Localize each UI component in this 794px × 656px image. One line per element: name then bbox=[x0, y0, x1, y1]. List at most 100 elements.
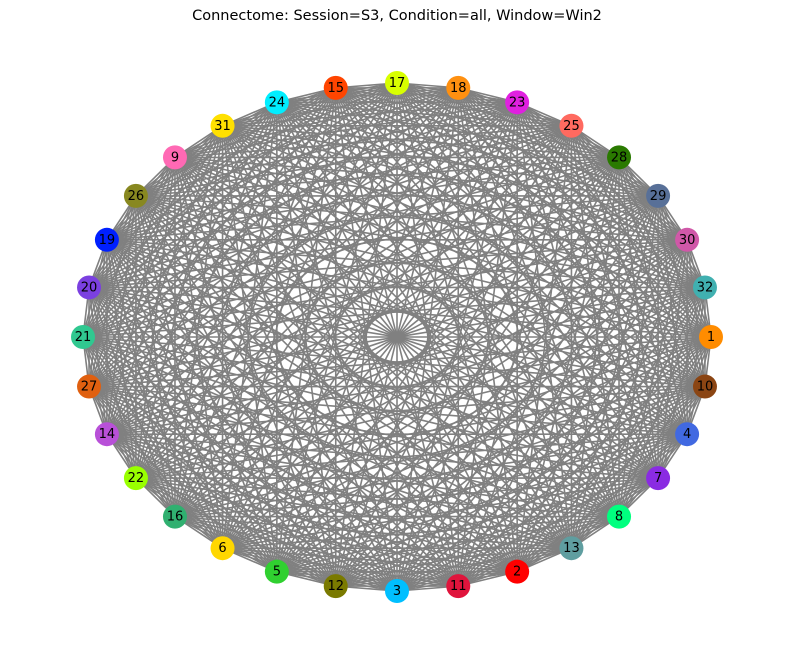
edge-29-8 bbox=[618, 195, 659, 517]
edge-27-12 bbox=[88, 385, 337, 587]
node-label-6: 6 bbox=[218, 541, 226, 556]
edge-28-26 bbox=[135, 156, 620, 197]
edge-16-7 bbox=[174, 477, 659, 518]
node-10: 10 bbox=[692, 374, 717, 399]
edge-15-16 bbox=[174, 87, 337, 517]
node-label-26: 26 bbox=[128, 189, 145, 204]
edge-18-14 bbox=[106, 87, 459, 435]
node-14: 14 bbox=[94, 422, 119, 447]
edge-12-7 bbox=[335, 477, 659, 587]
edge-21-2 bbox=[82, 336, 518, 573]
node-marker-25 bbox=[559, 113, 584, 138]
edge-6-8 bbox=[222, 515, 620, 549]
node-marker-13 bbox=[559, 536, 584, 561]
edge-31-4 bbox=[222, 125, 688, 435]
edge-14-8 bbox=[106, 433, 620, 518]
edge-28-7 bbox=[618, 157, 659, 479]
edge-24-7 bbox=[276, 101, 659, 479]
edge-25-19 bbox=[106, 125, 572, 241]
edge-24-22 bbox=[135, 102, 278, 479]
edge-6-4 bbox=[222, 433, 688, 549]
node-label-25: 25 bbox=[563, 119, 580, 134]
edge-18-21 bbox=[82, 87, 459, 338]
edge-23-20 bbox=[88, 101, 518, 289]
edge-31-16 bbox=[174, 125, 224, 517]
edge-1-15 bbox=[335, 87, 712, 338]
node-18: 18 bbox=[446, 75, 471, 100]
node-label-8: 8 bbox=[615, 510, 623, 525]
node-marker-19 bbox=[94, 227, 119, 252]
node-19: 19 bbox=[94, 227, 119, 252]
node-8: 8 bbox=[607, 504, 632, 529]
node-label-21: 21 bbox=[75, 330, 92, 345]
node-marker-31 bbox=[210, 113, 235, 138]
node-1: 1 bbox=[699, 325, 723, 349]
edge-22-11 bbox=[135, 477, 459, 587]
node-marker-16 bbox=[162, 504, 187, 529]
edge-28-10 bbox=[618, 157, 706, 387]
node-label-30: 30 bbox=[679, 233, 696, 248]
edge-31-7 bbox=[222, 125, 659, 479]
edge-19-10 bbox=[106, 239, 706, 388]
edge-30-26 bbox=[135, 195, 688, 241]
edge-1-31 bbox=[222, 125, 712, 338]
edge-23-27 bbox=[88, 101, 518, 388]
edge-20-10 bbox=[88, 286, 706, 388]
edge-1-6 bbox=[222, 336, 712, 549]
edge-29-24 bbox=[276, 101, 659, 197]
edge-18-10 bbox=[457, 87, 706, 388]
edge-15-4 bbox=[335, 87, 688, 435]
edge-24-10 bbox=[276, 101, 706, 388]
edge-22-2 bbox=[135, 477, 518, 573]
edge-9-2 bbox=[174, 156, 518, 573]
edge-9-22 bbox=[135, 157, 176, 479]
edge-6-10 bbox=[222, 385, 706, 549]
edge-29-10 bbox=[657, 195, 706, 387]
node-marker-1 bbox=[699, 325, 723, 349]
edge-20-6 bbox=[88, 287, 224, 549]
node-25: 25 bbox=[559, 113, 584, 138]
node-label-32: 32 bbox=[697, 280, 714, 295]
edge-27-13 bbox=[88, 385, 572, 549]
edge-28-20 bbox=[88, 156, 620, 289]
edge-23-7 bbox=[516, 102, 659, 479]
edge-1-18 bbox=[457, 87, 712, 338]
node-12: 12 bbox=[323, 574, 348, 599]
node-label-15: 15 bbox=[327, 81, 344, 96]
edge-11-4 bbox=[457, 433, 688, 587]
edge-21-5 bbox=[82, 336, 278, 573]
edge-19-11 bbox=[106, 239, 459, 587]
node-label-5: 5 bbox=[273, 565, 281, 580]
edge-17-22 bbox=[135, 82, 398, 479]
edge-21-4 bbox=[82, 336, 688, 435]
edge-9-12 bbox=[174, 157, 337, 587]
node-21: 21 bbox=[71, 325, 95, 349]
edge-18-4 bbox=[457, 87, 688, 435]
edge-32-5 bbox=[276, 286, 706, 573]
node-11: 11 bbox=[446, 574, 471, 599]
edge-25-2 bbox=[516, 125, 573, 572]
edge-31-10 bbox=[222, 125, 706, 388]
edge-17-27 bbox=[88, 82, 398, 388]
node-23: 23 bbox=[505, 90, 530, 115]
node-marker-9 bbox=[162, 145, 187, 170]
edge-9-6 bbox=[174, 157, 224, 549]
edge-30-11 bbox=[457, 239, 688, 587]
edge-16-4 bbox=[174, 433, 688, 518]
node-5: 5 bbox=[264, 559, 289, 584]
node-label-14: 14 bbox=[99, 427, 116, 442]
node-6: 6 bbox=[210, 536, 235, 561]
edge-15-7 bbox=[335, 87, 659, 479]
edge-23-13 bbox=[516, 102, 573, 549]
edge-32-17 bbox=[396, 82, 706, 289]
edge-8-10 bbox=[618, 386, 706, 518]
edge-15-8 bbox=[335, 87, 620, 518]
node-label-19: 19 bbox=[99, 233, 116, 248]
node-label-16: 16 bbox=[167, 510, 184, 525]
edge-3-10 bbox=[396, 385, 706, 592]
edge-30-15 bbox=[335, 87, 688, 241]
edge-2-10 bbox=[516, 385, 706, 573]
edge-1-11 bbox=[457, 336, 712, 587]
edge-9-4 bbox=[174, 156, 688, 435]
